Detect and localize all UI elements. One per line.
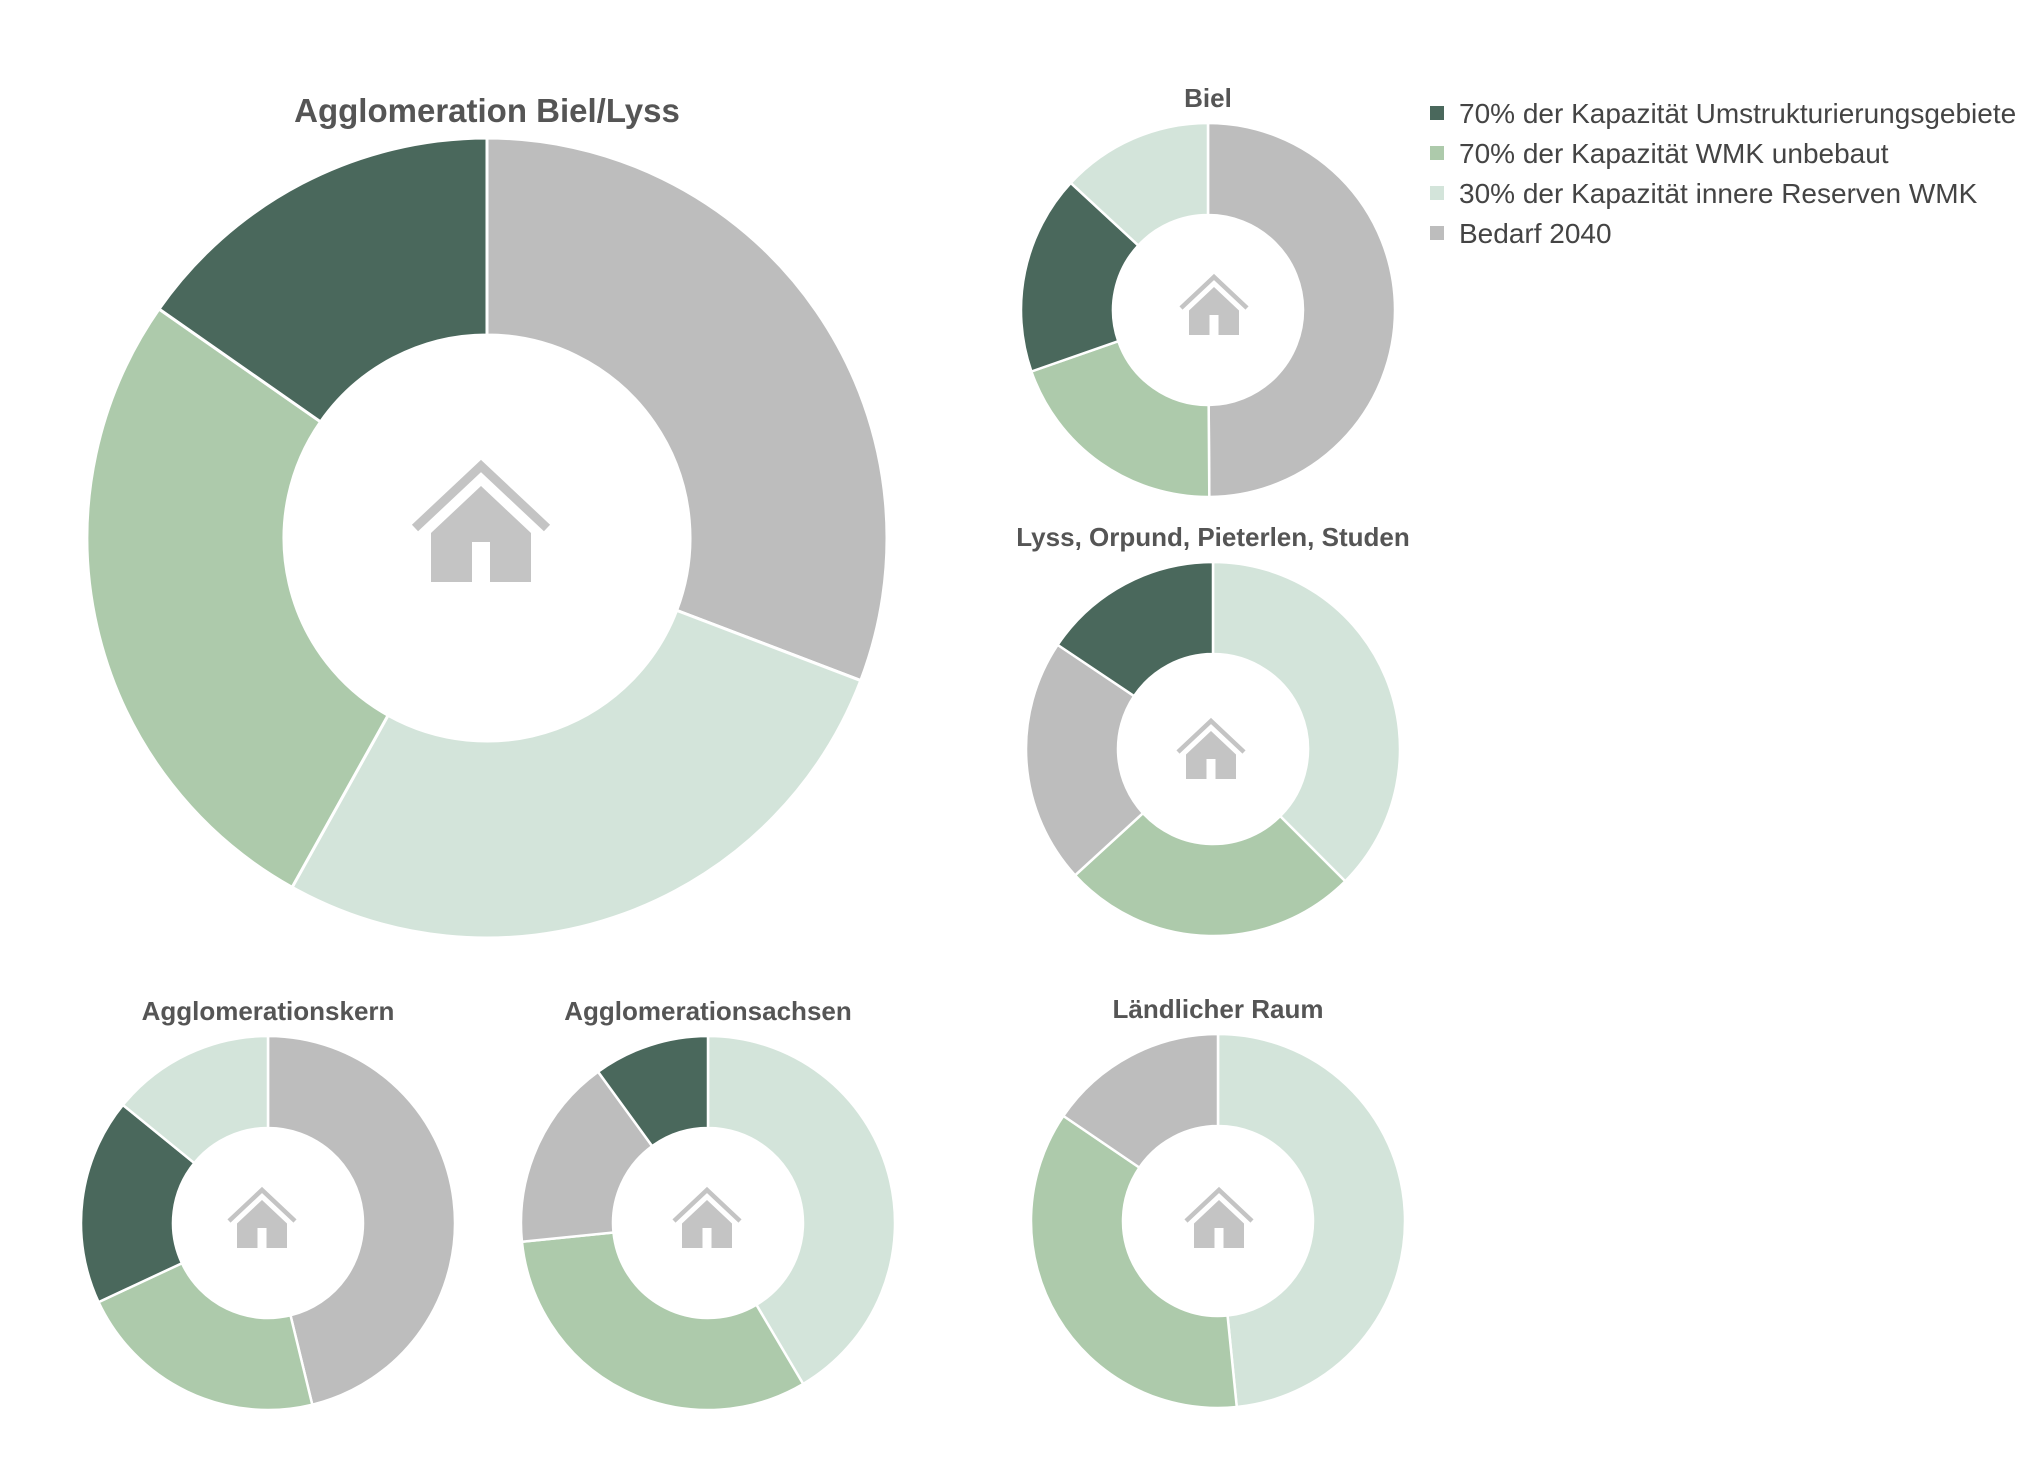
house-body — [682, 1200, 732, 1248]
donut-slice-70-der-kapazitaet-wmk-unbebaut — [85, 307, 390, 889]
house-body — [1186, 731, 1236, 779]
house-roof — [1176, 717, 1246, 754]
chart-title-lyss-orpund-pieterlen-studen: Lyss, Orpund, Pieterlen, Studen — [1016, 522, 1409, 552]
chart-title-agglomerationskern: Agglomerationskern — [142, 996, 395, 1026]
legend-item-umstrukturierungsgebiete: 70% der Kapazität Umstrukturierungsgebie… — [1430, 98, 2016, 129]
legend-swatch — [1430, 106, 1444, 120]
donut-slice-70-der-kapazitaet-wmk-unbebaut — [1029, 1114, 1239, 1410]
donut-slice-70-der-kapazitaet-wmk-unbebaut — [1030, 339, 1211, 499]
legend-label: 30% der Kapazität innere Reserven WMK — [1459, 178, 1978, 209]
house-icon — [411, 459, 551, 582]
donut-slice-70-der-kapazitaet-umstrukturierungsgebiete — [1019, 181, 1140, 373]
donut-slice-bedarf-2040 — [519, 1070, 654, 1244]
legend-swatch — [1430, 226, 1444, 240]
donut-slice-bedarf-2040 — [485, 136, 889, 683]
chart-title-laendlicher-raum: Ländlicher Raum — [1113, 994, 1324, 1024]
donut-slice-bedarf-2040 — [1062, 1032, 1220, 1169]
donut-chart-agglomerationsachsen: Agglomerationsachsen — [519, 996, 897, 1412]
donut-slice-70-der-kapazitaet-wmk-unbebaut — [1073, 811, 1347, 938]
legend-item-wmk-unbebaut: 70% der Kapazität WMK unbebaut — [1430, 138, 1889, 169]
donut-chart-biel: Biel — [1019, 83, 1397, 499]
chart-title-agglomeration-biel-lyss: Agglomeration Biel/Lyss — [294, 92, 680, 129]
legend-item-innere-reserven-wmk: 30% der Kapazität innere Reserven WMK — [1430, 178, 1978, 209]
house-roof — [1179, 273, 1249, 310]
house-roof — [411, 459, 551, 532]
donut-slice-30-der-kapazitaet-innere-reserven-wmk — [1069, 121, 1210, 247]
donut-slice-bedarf-2040 — [1206, 121, 1397, 499]
legend-swatch — [1430, 146, 1444, 160]
house-body — [237, 1200, 287, 1248]
chart-title-biel: Biel — [1184, 83, 1232, 113]
donut-chart-agglomerationskern: Agglomerationskern — [79, 996, 457, 1412]
donut-chart-laendlicher-raum: Ländlicher Raum — [1029, 994, 1407, 1410]
donut-slice-70-der-kapazitaet-umstrukturierungsgebiete — [1056, 560, 1215, 698]
donut-slice-30-der-kapazitaet-innere-reserven-wmk — [1211, 560, 1402, 883]
house-body — [1194, 1200, 1244, 1248]
chart-title-agglomerationsachsen: Agglomerationsachsen — [564, 996, 852, 1026]
donut-slice-30-der-kapazitaet-innere-reserven-wmk — [1216, 1032, 1407, 1409]
house-body — [431, 486, 531, 582]
donut-slice-70-der-kapazitaet-wmk-unbebaut — [97, 1261, 314, 1412]
legend-item-bedarf-2040: Bedarf 2040 — [1430, 218, 1612, 249]
donut-chart-lyss-orpund-pieterlen-studen: Lyss, Orpund, Pieterlen, Studen — [1016, 522, 1410, 938]
donut-slice-70-der-kapazitaet-wmk-unbebaut — [520, 1231, 805, 1412]
house-roof — [1184, 1186, 1254, 1223]
house-icon — [1176, 717, 1246, 779]
legend-label: 70% der Kapazität WMK unbebaut — [1459, 138, 1889, 169]
house-body — [1189, 287, 1239, 335]
house-roof — [672, 1186, 742, 1223]
house-icon — [672, 1186, 742, 1248]
house-icon — [1184, 1186, 1254, 1248]
house-roof — [227, 1186, 297, 1223]
donut-slice-bedarf-2040 — [1024, 643, 1145, 877]
donut-slice-70-der-kapazitaet-umstrukturierungsgebiete — [79, 1103, 196, 1304]
donut-chart-agglomeration-biel-lyss: Agglomeration Biel/Lyss — [85, 92, 889, 940]
house-icon — [227, 1186, 297, 1248]
legend: 70% der Kapazität Umstrukturierungsgebie… — [1430, 98, 2016, 249]
house-icon — [1179, 273, 1249, 335]
donut-slice-70-der-kapazitaet-umstrukturierungsgebiete — [157, 136, 489, 424]
legend-label: Bedarf 2040 — [1459, 218, 1612, 249]
donut-slice-30-der-kapazitaet-innere-reserven-wmk — [290, 608, 863, 940]
donut-slice-30-der-kapazitaet-innere-reserven-wmk — [121, 1034, 270, 1165]
legend-label: 70% der Kapazität Umstrukturierungsgebie… — [1459, 98, 2016, 129]
donut-slice-70-der-kapazitaet-umstrukturierungsgebiete — [596, 1034, 710, 1148]
donut-slice-30-der-kapazitaet-innere-reserven-wmk — [706, 1034, 897, 1386]
legend-swatch — [1430, 186, 1444, 200]
donut-slice-bedarf-2040 — [266, 1034, 457, 1406]
